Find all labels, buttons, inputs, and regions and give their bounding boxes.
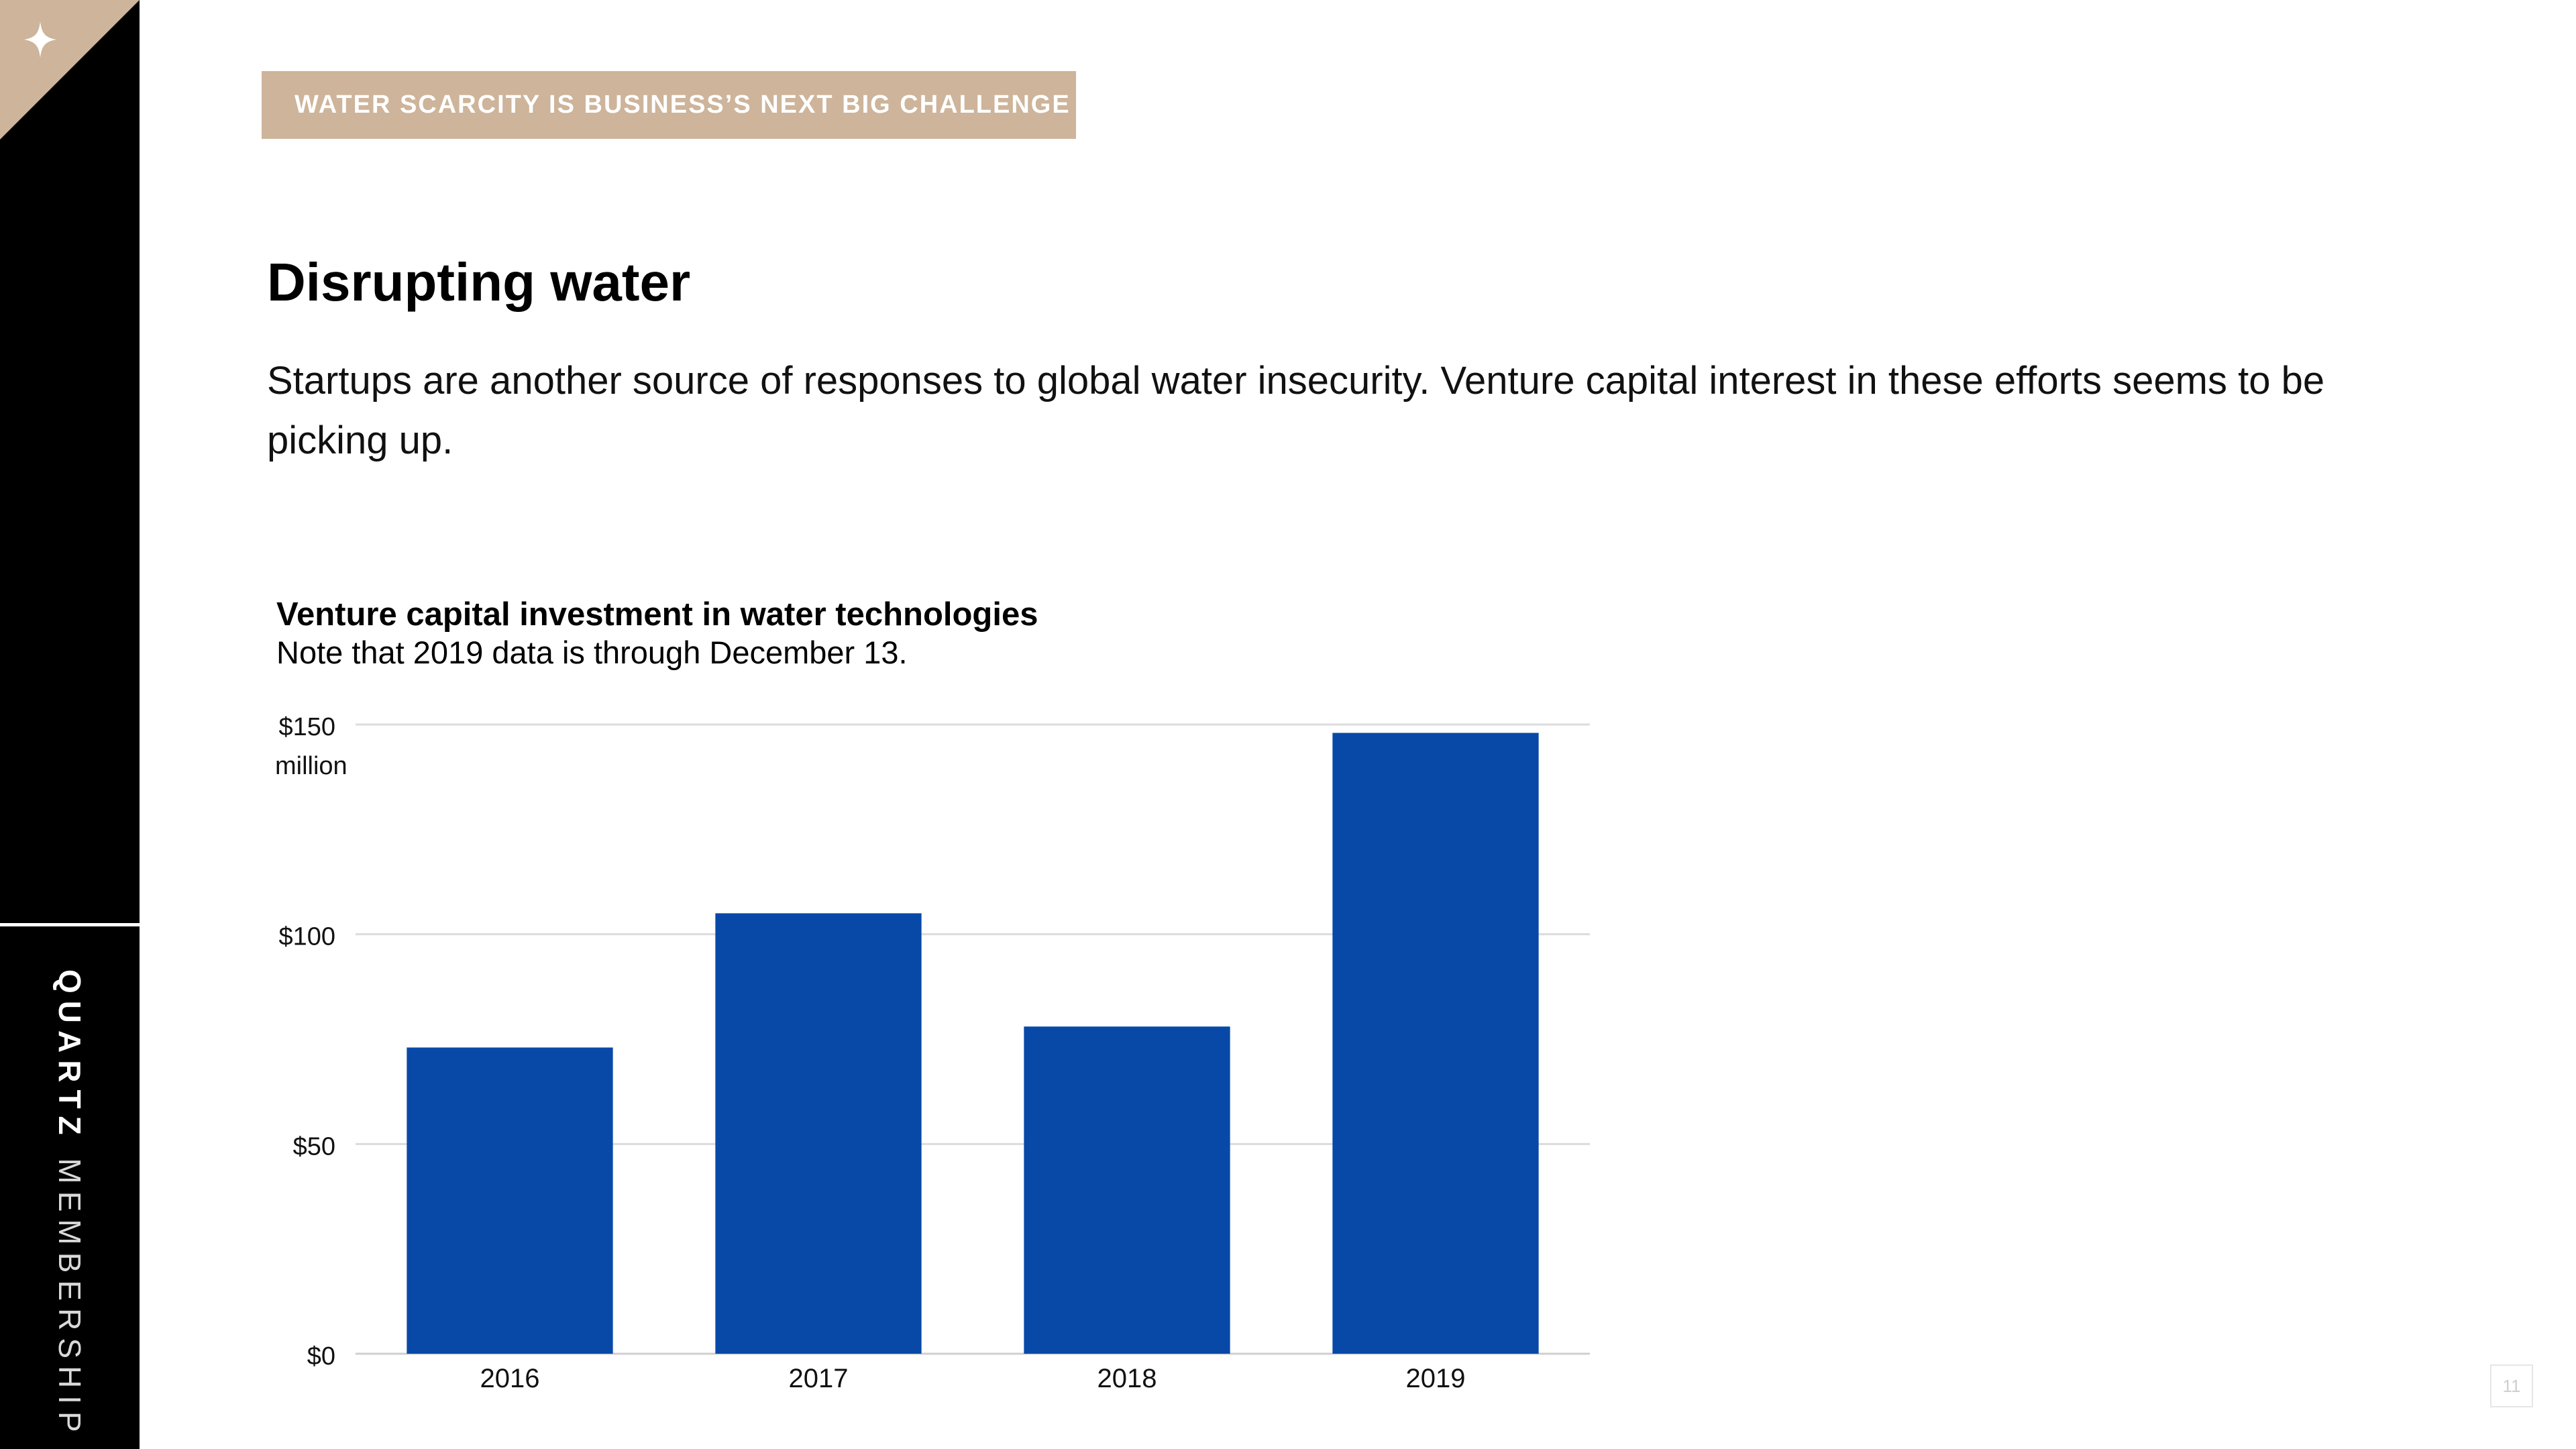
bar: [407, 1047, 613, 1354]
x-tick-label: 2017: [789, 1364, 849, 1393]
brand-name: QUARTZ: [52, 969, 87, 1142]
chart-title: Venture capital investment in water tech…: [276, 596, 1038, 633]
sidebar-divider: [0, 923, 140, 926]
chart-subtitle: Note that 2019 data is through December …: [276, 635, 908, 670]
sidebar: QUARTZ MEMBERSHIP: [0, 0, 140, 1449]
x-tick-label: 2019: [1406, 1364, 1466, 1393]
y-tick-label: $0: [307, 1342, 335, 1371]
y-unit-label: million: [275, 752, 347, 780]
corner-triangle: [0, 0, 140, 140]
x-tick-label: 2018: [1097, 1364, 1157, 1393]
x-tick-label: 2016: [480, 1364, 540, 1393]
brand-text: QUARTZ MEMBERSHIP: [52, 969, 87, 1440]
sparkle-icon: [24, 21, 56, 58]
section-tag-label: WATER SCARCITY IS BUSINESS’S NEXT BIG CH…: [294, 91, 1071, 119]
y-tick-label: $100: [278, 923, 335, 951]
bar: [715, 913, 922, 1354]
page-title: Disrupting water: [267, 252, 691, 312]
y-tick-label: $50: [293, 1132, 335, 1161]
y-tick-label: $150: [278, 713, 335, 741]
brand-suffix: MEMBERSHIP: [52, 1158, 87, 1440]
page-number: 11: [2490, 1364, 2533, 1407]
section-tag: WATER SCARCITY IS BUSINESS’S NEXT BIG CH…: [262, 71, 1076, 139]
corner-accent: [0, 0, 140, 140]
page-body-text: Startups are another source of responses…: [267, 359, 2325, 462]
bar: [1332, 733, 1539, 1354]
bar: [1024, 1026, 1230, 1354]
